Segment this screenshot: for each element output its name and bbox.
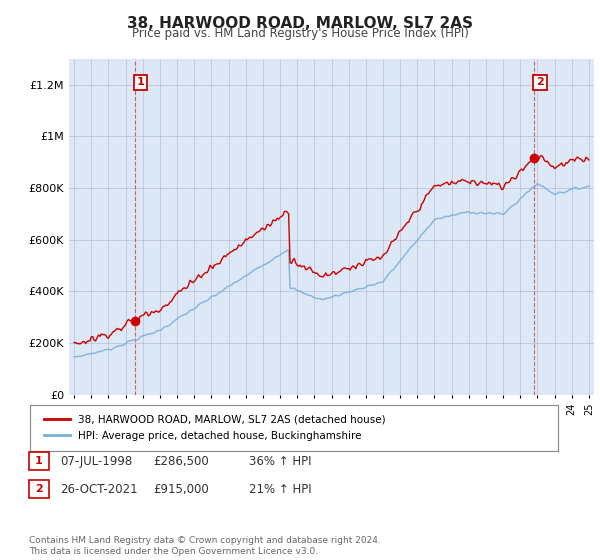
Text: 36% ↑ HPI: 36% ↑ HPI: [249, 455, 311, 468]
Legend: 38, HARWOOD ROAD, MARLOW, SL7 2AS (detached house), HPI: Average price, detached: 38, HARWOOD ROAD, MARLOW, SL7 2AS (detac…: [40, 412, 389, 444]
Text: £286,500: £286,500: [153, 455, 209, 468]
Text: 21% ↑ HPI: 21% ↑ HPI: [249, 483, 311, 496]
Text: 1: 1: [35, 456, 43, 466]
Text: 2: 2: [536, 77, 544, 87]
Text: 2: 2: [35, 484, 43, 494]
Text: 07-JUL-1998: 07-JUL-1998: [60, 455, 132, 468]
Text: £915,000: £915,000: [153, 483, 209, 496]
Text: 1: 1: [136, 77, 144, 87]
Text: 38, HARWOOD ROAD, MARLOW, SL7 2AS: 38, HARWOOD ROAD, MARLOW, SL7 2AS: [127, 16, 473, 31]
Text: Contains HM Land Registry data © Crown copyright and database right 2024.
This d: Contains HM Land Registry data © Crown c…: [29, 536, 380, 556]
Text: 26-OCT-2021: 26-OCT-2021: [60, 483, 137, 496]
Text: Price paid vs. HM Land Registry's House Price Index (HPI): Price paid vs. HM Land Registry's House …: [131, 27, 469, 40]
